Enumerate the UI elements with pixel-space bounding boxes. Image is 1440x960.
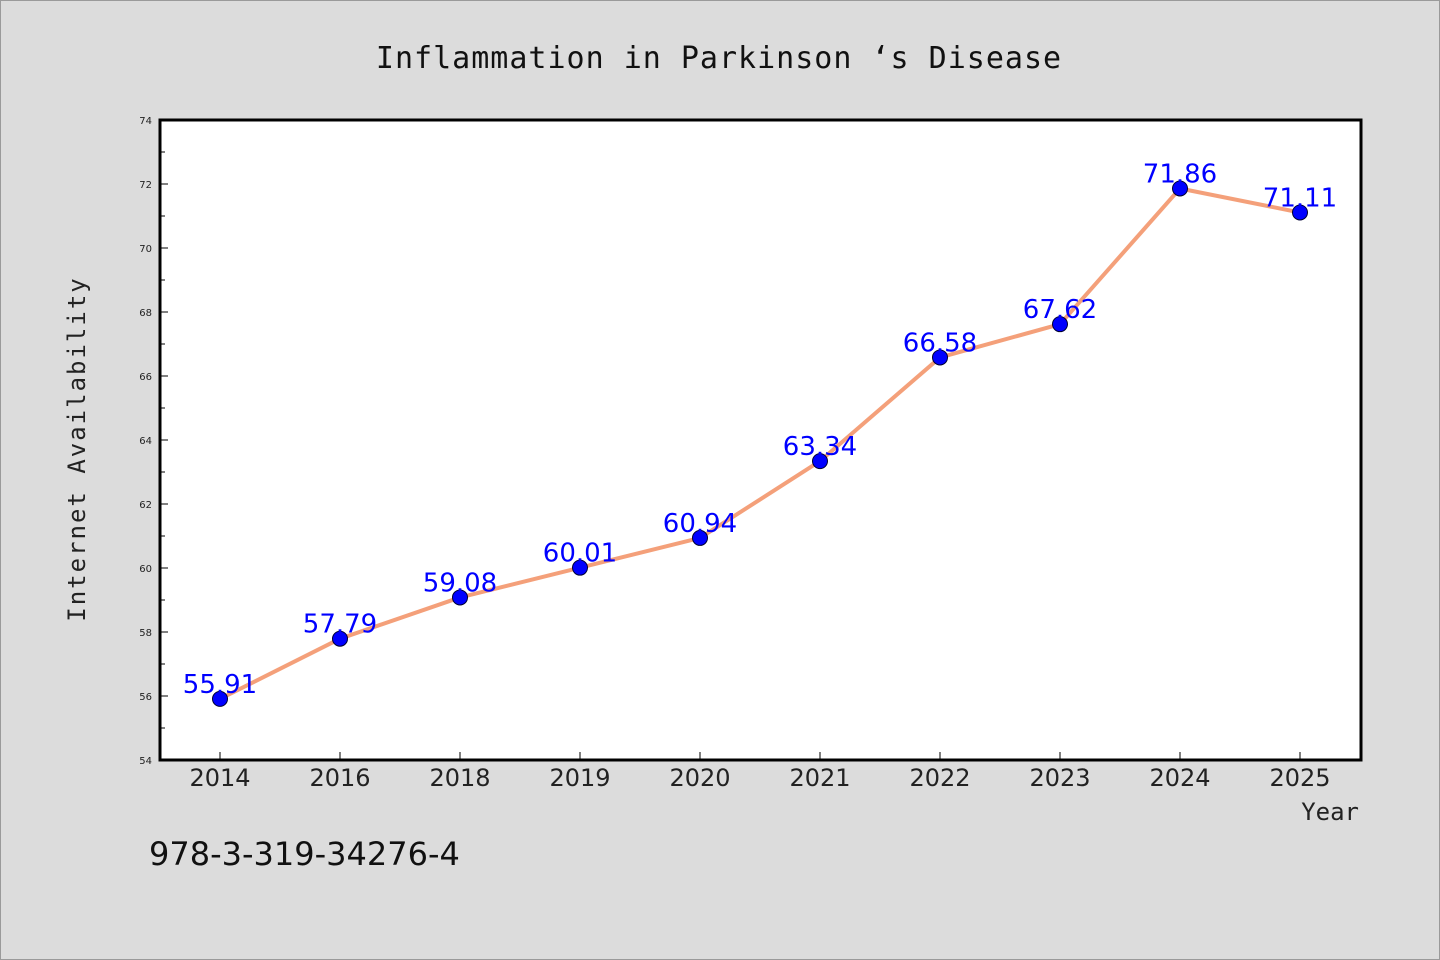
x-tick-label: 2020 bbox=[669, 764, 730, 792]
y-tick-label: 54 bbox=[139, 756, 152, 767]
x-tick-label: 2024 bbox=[1149, 764, 1210, 792]
data-label: 59.08 bbox=[423, 568, 497, 598]
y-tick-label: 56 bbox=[139, 692, 152, 703]
y-tick-label: 60 bbox=[139, 564, 152, 575]
data-label: 60.01 bbox=[543, 539, 617, 569]
data-label: 60.94 bbox=[663, 509, 737, 539]
footnote-isbn: 978-3-319-34276-4 bbox=[149, 835, 460, 873]
x-tick-label: 2025 bbox=[1269, 764, 1330, 792]
x-tick-label: 2023 bbox=[1029, 764, 1090, 792]
y-axis-ticks: 54 56 58 60 62 64 66 68 70 72 74 bbox=[139, 116, 168, 767]
data-point bbox=[812, 453, 828, 470]
x-tick-label: 2016 bbox=[309, 764, 370, 792]
data-label: 57.79 bbox=[303, 610, 377, 640]
data-label: 71.11 bbox=[1263, 183, 1337, 213]
x-tick-label: 2014 bbox=[189, 764, 250, 792]
y-tick-label: 70 bbox=[139, 244, 152, 255]
x-tick-label: 2018 bbox=[429, 764, 490, 792]
y-tick-label: 66 bbox=[139, 372, 152, 383]
x-tick-label: 2022 bbox=[909, 764, 970, 792]
data-label: 55.91 bbox=[183, 670, 257, 700]
data-point bbox=[1052, 316, 1068, 333]
data-point bbox=[212, 690, 228, 707]
data-label: 66.58 bbox=[903, 328, 977, 358]
data-point bbox=[932, 349, 948, 366]
x-axis-label: Year bbox=[1301, 798, 1359, 826]
data-labels-group: 55.91 57.79 59.08 60.01 60.94 63.34 66.58 67.62… bbox=[183, 159, 1337, 699]
y-tick-label: 72 bbox=[139, 180, 152, 191]
y-axis-label: Internet Availability bbox=[63, 276, 91, 621]
data-label: 71.86 bbox=[1143, 159, 1217, 189]
y-tick-label: 74 bbox=[139, 116, 152, 127]
data-point bbox=[1292, 204, 1308, 221]
plot-area bbox=[158, 118, 1363, 762]
y-tick-label: 62 bbox=[139, 500, 152, 511]
series-line bbox=[218, 186, 1302, 701]
data-point bbox=[1172, 180, 1188, 197]
data-point bbox=[692, 529, 708, 546]
data-point bbox=[332, 630, 348, 647]
data-label: 63.34 bbox=[783, 432, 857, 462]
series-group bbox=[212, 180, 1308, 707]
x-tick-label: 2019 bbox=[549, 764, 610, 792]
data-label: 67.62 bbox=[1023, 295, 1097, 325]
data-point bbox=[572, 559, 588, 576]
y-tick-label: 68 bbox=[139, 308, 152, 319]
y-tick-label: 58 bbox=[139, 628, 152, 639]
x-tick-label: 2021 bbox=[789, 764, 850, 792]
x-axis-ticks: 2014 2016 2018 2019 2020 2021 2022 2023 2024 2025 bbox=[189, 752, 1331, 792]
y-tick-label: 64 bbox=[139, 436, 152, 447]
data-point bbox=[452, 589, 468, 606]
chart-title: Inflammation in Parkinson ‘s Disease bbox=[376, 41, 1062, 76]
